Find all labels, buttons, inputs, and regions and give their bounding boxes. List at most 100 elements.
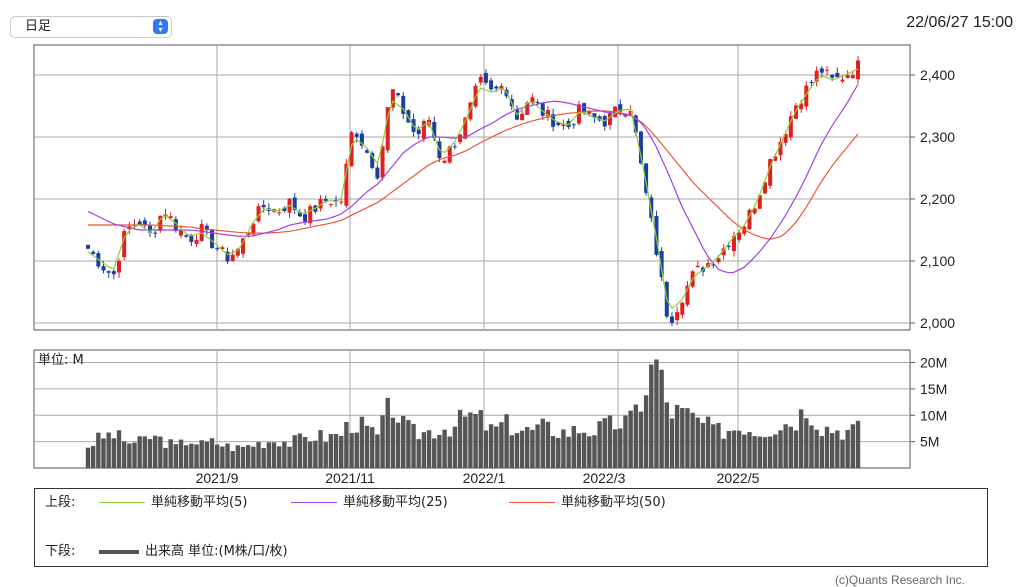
candle-body [137, 221, 142, 226]
candle-body [323, 198, 328, 201]
candle-body [122, 231, 127, 258]
volume-bar [685, 408, 690, 468]
volume-bar [214, 444, 220, 468]
candle-body [530, 97, 535, 104]
volume-panel: 20M 15M 10M 5M 単位: M 2021/9 2021/11 2022/1 2022/… [33, 349, 947, 486]
candle-body [210, 229, 215, 248]
volume-bar [401, 415, 406, 468]
volume-tick-label: 10M [920, 407, 947, 423]
candle-body [561, 124, 566, 127]
candle-body [545, 110, 550, 117]
candle-body [731, 236, 736, 252]
volume-bar [152, 435, 158, 468]
volume-bar [654, 359, 659, 468]
candle-body [86, 245, 90, 249]
candle-body [726, 245, 731, 247]
candle-body [685, 285, 690, 305]
volume-bar [783, 424, 788, 468]
legend-lower-label: 下段: [45, 544, 76, 559]
timestamp: 22/06/27 15:00 [906, 14, 1013, 31]
candle-body [173, 219, 178, 231]
candle-body [359, 133, 364, 146]
volume-tick-label: 15M [920, 381, 947, 397]
legend-swatch-ma5 [99, 502, 145, 503]
candle-body [706, 262, 711, 267]
candle-body [334, 199, 339, 202]
volume-bar [628, 410, 633, 468]
volume-bar [385, 397, 390, 468]
legend-swatch-volume [99, 549, 139, 554]
price-frame [33, 44, 911, 331]
volume-bar [364, 425, 370, 468]
candle-body [773, 156, 778, 161]
volume-bar [158, 436, 163, 468]
candle-body [752, 208, 757, 214]
volume-bar [271, 442, 277, 468]
candle-body [478, 76, 483, 83]
candle-body [421, 121, 426, 139]
candle-body [762, 182, 767, 194]
volume-bar [840, 439, 845, 468]
volume-bar [359, 416, 365, 468]
candle-body [644, 163, 649, 193]
volume-bar [488, 424, 494, 468]
volume-bar [313, 440, 318, 468]
candle-body [375, 167, 380, 179]
candle-body [344, 163, 349, 206]
candle-body [607, 113, 612, 126]
candle-body [396, 93, 401, 96]
volume-bar [566, 436, 571, 468]
volume-bar [540, 418, 545, 468]
volume-bar [829, 433, 835, 468]
candle-body [142, 220, 147, 225]
volume-bar [819, 436, 825, 468]
volume-bar [752, 436, 757, 468]
period-select[interactable]: 日足 ▴ ▾ [10, 16, 172, 38]
volume-bar [726, 430, 732, 468]
candle-body [747, 209, 752, 230]
volume-bar [587, 436, 592, 468]
candle-body [814, 70, 819, 82]
volume-bar [437, 435, 442, 468]
volume-bar [824, 426, 830, 468]
candle-body [571, 124, 576, 126]
volume-bar [308, 441, 313, 468]
volume-bar [256, 442, 261, 468]
legend-item-volume: 出来高 単位:(M株/口/枚) [95, 543, 288, 561]
candle-body [463, 117, 468, 139]
candle-body [256, 206, 261, 222]
volume-bar [700, 422, 706, 468]
volume-bar [550, 436, 556, 468]
volume-bar [147, 439, 153, 468]
candle-body [241, 238, 246, 254]
volume-bar [468, 412, 473, 468]
candle-body [452, 146, 457, 148]
candle-body [370, 152, 375, 168]
volume-bar [581, 432, 587, 468]
volume-bar [804, 418, 809, 468]
volume-bar [390, 417, 396, 468]
volume-bar [556, 437, 561, 468]
volume-bar [545, 421, 551, 468]
volume-bar [194, 444, 199, 468]
volume-bar [504, 414, 509, 468]
volume-bar [183, 445, 189, 468]
candle-body [483, 72, 488, 83]
candle-body [220, 247, 225, 250]
volume-bar [494, 426, 499, 468]
volume-bar [530, 429, 535, 468]
volume-bar [235, 445, 241, 468]
candle-body [628, 110, 633, 116]
volume-bar [674, 404, 680, 468]
volume-bar [736, 430, 742, 468]
candle-body [189, 235, 194, 242]
volume-bar [638, 411, 644, 468]
volume-bar [499, 422, 504, 468]
volume-bar [576, 433, 582, 468]
volume-bar [602, 418, 607, 468]
volume-bar [773, 434, 778, 468]
volume-bar [287, 446, 292, 468]
volume-bar [664, 402, 669, 468]
candle-body [638, 131, 643, 164]
volume-bar [623, 415, 628, 468]
